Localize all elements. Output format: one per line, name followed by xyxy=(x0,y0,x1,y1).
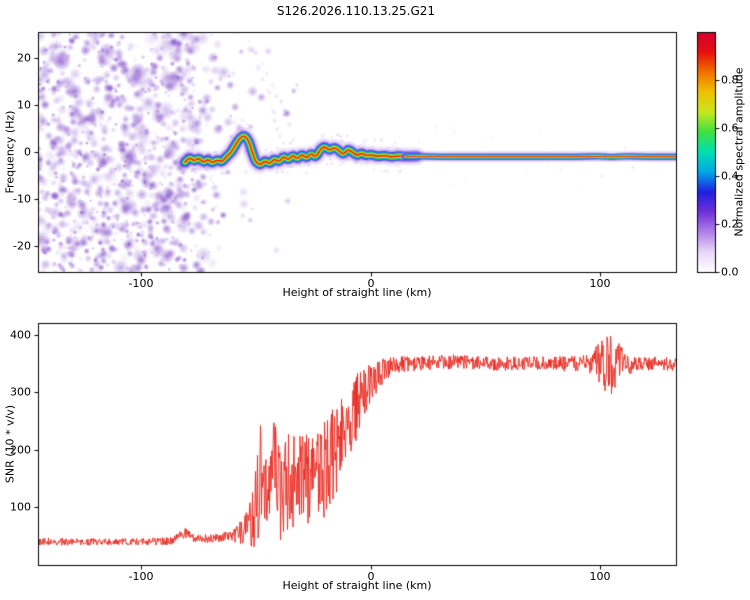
tick-label: 400 xyxy=(10,328,31,342)
tick-label: -10 xyxy=(13,192,31,206)
tick-label: -100 xyxy=(128,277,154,290)
tick-label: 0.6 xyxy=(721,121,739,135)
bottom-xaxis-label: Height of straight line (km) xyxy=(282,579,432,592)
colorbar-label: Normalized spectral amplitude xyxy=(732,67,746,237)
tick-label: 0.0 xyxy=(721,265,739,279)
tick-label: 300 xyxy=(10,385,31,399)
tick-label: -100 xyxy=(128,570,154,583)
figure-title: S126.2026.110.13.25.G21 xyxy=(276,4,436,18)
tick-label: 0.8 xyxy=(721,73,739,87)
top-xaxis-label: Height of straight line (km) xyxy=(282,286,432,299)
top-yaxis-label: Frequency (Hz) xyxy=(3,110,17,194)
tick-label: 0 xyxy=(367,277,375,290)
tick-label: 0.2 xyxy=(721,217,739,231)
tick-label: 100 xyxy=(589,277,611,290)
tick-label: 0.4 xyxy=(721,169,739,183)
tick-label: 0 xyxy=(367,570,375,583)
tick-label: 20 xyxy=(17,51,31,65)
tick-label: 100 xyxy=(10,500,31,514)
tick-label: 10 xyxy=(17,98,31,112)
tick-label: 0 xyxy=(24,145,31,159)
tick-label: 200 xyxy=(10,443,31,457)
tick-label: -20 xyxy=(13,239,31,253)
tick-label: 100 xyxy=(589,570,611,583)
